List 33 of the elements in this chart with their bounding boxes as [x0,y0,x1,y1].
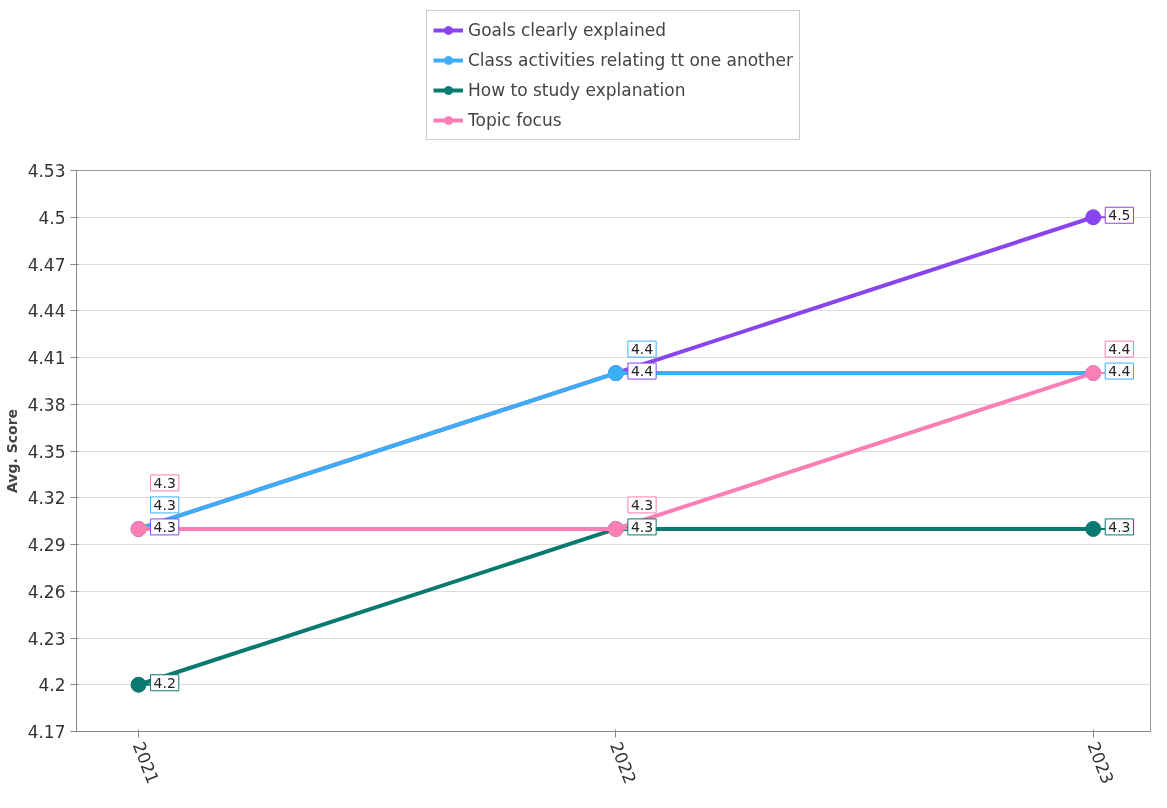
y-tick-label: 4.17 [27,722,66,742]
data-label: 4.3 [630,496,654,513]
y-tick-label: 4.32 [27,488,66,509]
y-tick-label: 4.38 [27,394,66,415]
y-tick-label: 4.53 [27,161,66,181]
x-tick-label: 2021 [128,739,164,787]
data-label: 4.4 [630,363,654,380]
y-axis-title: Avg. Score [3,408,20,494]
y-tick-label: 4.44 [27,301,66,322]
data-label: 4.5 [1108,207,1131,224]
legend-label: Topic focus [467,109,562,132]
y-tick-label: 4.2 [38,675,66,696]
data-label: 4.4 [1108,341,1131,358]
y-tick-label: 4.41 [27,348,66,368]
data-label: 4.3 [153,474,176,491]
y-tick-label: 4.5 [38,207,66,228]
data-label: 4.4 [1108,363,1131,380]
y-tick-label: 4.35 [27,441,66,462]
data-label: 4.3 [630,518,654,535]
data-label: 4.4 [630,341,654,358]
y-tick-label: 4.26 [27,581,66,602]
legend-label: Class activities relating tt one another [467,49,794,72]
legend-label: How to study explanation [467,79,686,102]
y-tick-label: 4.47 [27,254,66,275]
data-label: 4.2 [153,674,176,691]
x-tick-label: 2022 [606,739,641,787]
legend-label: Goals clearly explained [467,19,666,42]
y-tick-label: 4.23 [27,628,66,649]
data-label: 4.3 [153,496,176,513]
data-label: 4.3 [1108,518,1131,535]
y-tick-label: 4.29 [27,535,66,555]
data-label: 4.3 [153,518,176,535]
x-tick-label: 2023 [1083,739,1118,787]
